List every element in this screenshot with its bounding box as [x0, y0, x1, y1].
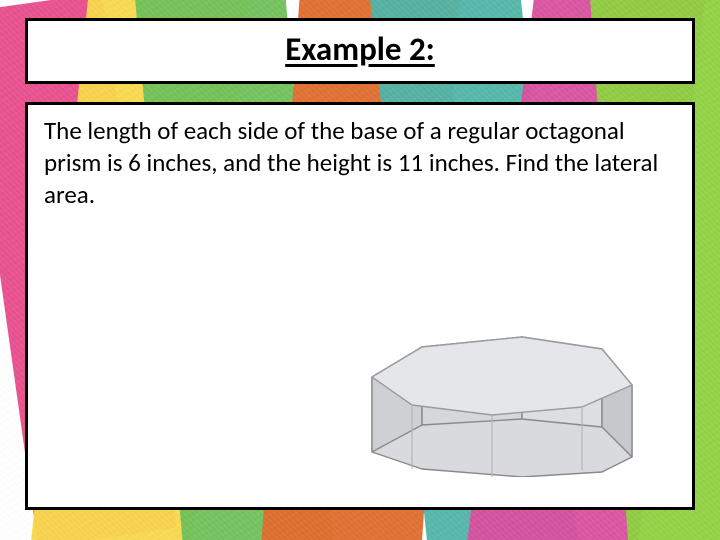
body-box: The length of each side of the base of a…: [25, 102, 695, 510]
slide-title: Example 2:: [40, 29, 680, 69]
hexagonal-prism-icon: [342, 257, 662, 477]
slide-content: Example 2: The length of each side of th…: [0, 0, 720, 540]
prism-illustration: [342, 257, 662, 477]
problem-text: The length of each side of the base of a…: [44, 115, 676, 211]
title-box: Example 2:: [25, 18, 695, 84]
